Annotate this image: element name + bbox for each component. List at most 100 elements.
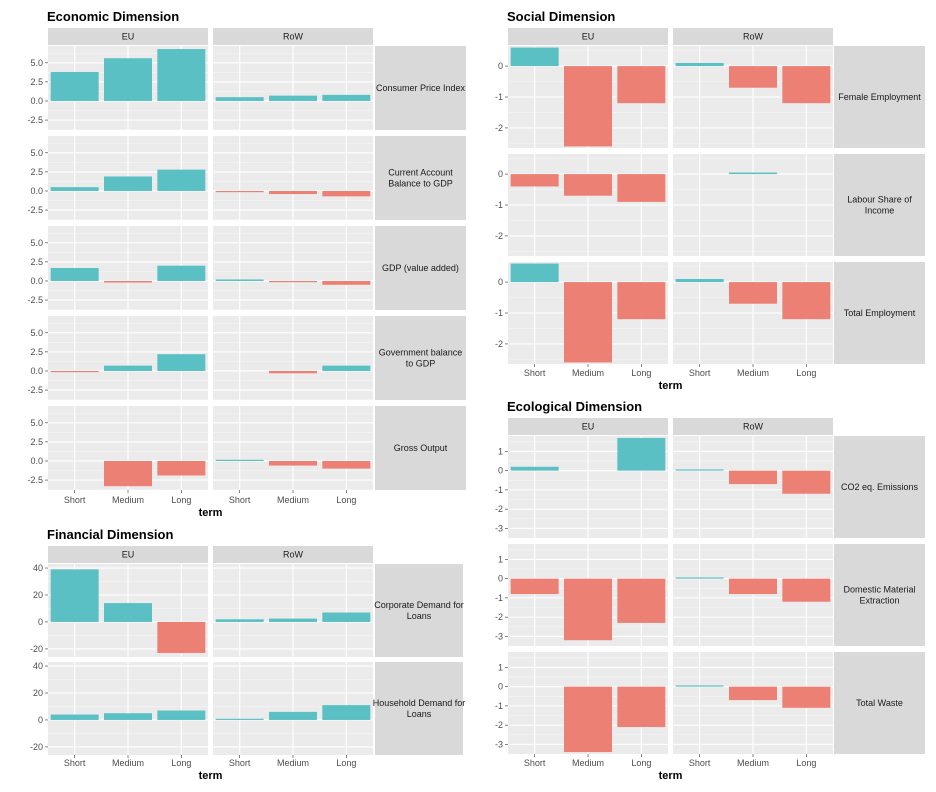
facet-strip-row: RoW	[673, 28, 833, 45]
y-tick-label: 2.5	[30, 167, 43, 177]
bar-short	[675, 279, 724, 283]
panel-row-female-employment	[673, 46, 833, 148]
x-tick-label: Short	[64, 495, 86, 505]
bar-short	[215, 97, 264, 101]
chart-title: Ecological Dimension	[507, 399, 642, 414]
bar-long	[322, 612, 371, 622]
bar-long	[322, 94, 371, 101]
panel-eu-gross-output	[48, 406, 208, 490]
strip-background	[375, 226, 466, 310]
strip-label: EU	[582, 422, 595, 432]
x-tick-label: Long	[796, 368, 816, 378]
y-tick-label: 40	[33, 563, 43, 573]
facet-row-strip-gdp-value-added: GDP (value added)	[375, 226, 466, 310]
bar-medium	[564, 578, 612, 641]
panel-eu-government-balance-to-gdp	[48, 316, 208, 400]
panel-eu-corporate-demand-for-loans	[48, 564, 208, 657]
bar-medium	[269, 280, 317, 283]
bar-short	[675, 577, 724, 579]
panel-eu-female-employment	[508, 46, 668, 148]
strip-background	[48, 28, 208, 45]
y-tick-label: 1	[498, 662, 503, 672]
strip-background	[213, 28, 373, 45]
x-tick-label: Long	[171, 758, 191, 768]
y-tick-label: -1	[495, 200, 503, 210]
y-tick-label: 0.0	[30, 366, 43, 376]
chart-economic-dimension: Economic Dimension EU RoW Consumer Price In…	[27, 9, 466, 519]
facet-row-strip-consumer-price-index: Consumer Price Index	[375, 46, 466, 130]
bar-long	[157, 354, 206, 371]
panel-eu-domestic-material-extraction	[508, 544, 668, 646]
bar-medium	[104, 603, 152, 622]
facet-row-strip-household-demand-for-loans: Household Demand for Loans	[373, 662, 465, 755]
y-tick-label: -2.5	[27, 475, 43, 485]
bar-short	[510, 263, 559, 283]
facet-row-strip-female-employment: Female Employment	[834, 46, 925, 148]
bar-short	[50, 714, 99, 720]
bar-short	[215, 459, 264, 461]
bar-short	[50, 71, 99, 101]
x-tick-label: Long	[336, 495, 356, 505]
bar-short	[215, 718, 264, 720]
bar-long	[157, 621, 206, 653]
facet-strip-eu: EU	[508, 28, 668, 45]
bar-short	[675, 63, 724, 67]
x-tick-label: Long	[631, 368, 651, 378]
bar-long	[782, 470, 831, 494]
facet-strip-row: RoW	[673, 418, 833, 435]
panel-row-domestic-material-extraction	[673, 544, 833, 646]
strip-label: Government balance to GDP	[379, 348, 463, 369]
panel-row-current-account-balance-to-gdp	[213, 136, 373, 220]
bar-medium	[104, 365, 152, 371]
y-tick-label: -2	[495, 612, 503, 622]
y-tick-label: 0	[498, 277, 503, 287]
bar-medium	[104, 713, 152, 720]
x-tick-label: Short	[229, 495, 251, 505]
y-tick-label: 1	[498, 446, 503, 456]
facet-row-strip-corporate-demand-for-loans: Corporate Demand for Loans	[374, 564, 464, 657]
strip-background	[48, 546, 208, 563]
strip-background	[508, 418, 668, 435]
y-tick-label: 0	[498, 61, 503, 71]
bar-medium	[564, 282, 612, 363]
bar-short	[510, 47, 559, 67]
panel-row-co2-eq-emissions	[673, 436, 833, 538]
bar-long	[617, 578, 666, 623]
x-tick-label: Medium	[737, 368, 769, 378]
bar-medium	[729, 66, 777, 88]
y-tick-label: 2.5	[30, 347, 43, 357]
bar-medium	[564, 174, 612, 196]
bar-long	[322, 460, 371, 469]
bar-medium	[104, 460, 152, 487]
panel-row-gdp-value-added	[213, 226, 373, 310]
strip-label: Current Account Balance to GDP	[388, 168, 453, 189]
y-tick-label: 5.0	[30, 148, 43, 158]
strip-label: RoW	[283, 32, 304, 42]
bar-medium	[269, 95, 317, 101]
strip-label: Total Waste	[856, 698, 903, 708]
panel-row-corporate-demand-for-loans	[213, 564, 373, 657]
x-tick-label: Medium	[737, 758, 769, 768]
y-tick-label: -2.5	[27, 385, 43, 395]
strip-label: EU	[582, 32, 595, 42]
panel-eu-current-account-balance-to-gdp	[48, 136, 208, 220]
x-tick-label: Short	[229, 758, 251, 768]
panel-row-government-balance-to-gdp	[213, 316, 373, 400]
x-tick-label: Medium	[112, 758, 144, 768]
strip-label: GDP (value added)	[382, 263, 459, 273]
y-tick-label: -20	[30, 644, 43, 654]
chart-financial-dimension: Financial Dimension EU RoW Corporate Demand…	[30, 527, 465, 782]
facet-row-strip-gross-output: Gross Output	[375, 406, 466, 490]
x-axis-title: term	[199, 507, 223, 519]
bar-short	[510, 466, 559, 471]
y-tick-label: 0	[498, 574, 503, 584]
strip-background	[834, 544, 925, 646]
panel-row-household-demand-for-loans	[213, 662, 373, 755]
y-tick-label: 2.5	[30, 257, 43, 267]
chart-title: Financial Dimension	[47, 527, 173, 542]
strip-background	[834, 46, 925, 148]
panel-eu-household-demand-for-loans	[48, 662, 208, 755]
panel-eu-gdp-value-added	[48, 226, 208, 310]
x-tick-label: Medium	[277, 758, 309, 768]
